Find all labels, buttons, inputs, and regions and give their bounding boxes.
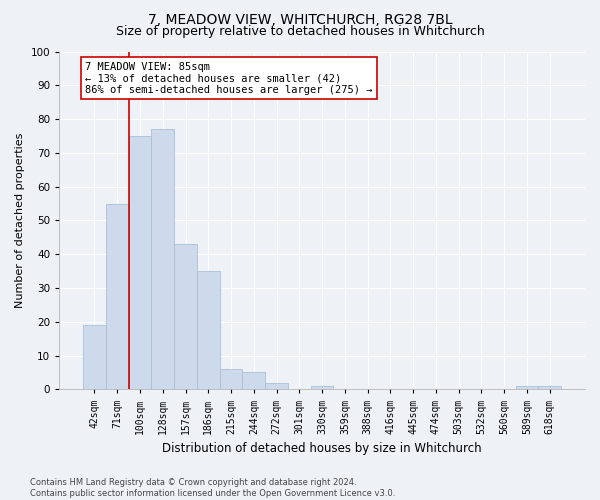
Text: 7, MEADOW VIEW, WHITCHURCH, RG28 7BL: 7, MEADOW VIEW, WHITCHURCH, RG28 7BL [148, 12, 452, 26]
Bar [106, 204, 128, 390]
Y-axis label: Number of detached properties: Number of detached properties [15, 133, 25, 308]
Bar [515, 386, 538, 390]
Bar [220, 369, 242, 390]
Text: 7 MEADOW VIEW: 85sqm
← 13% of detached houses are smaller (42)
86% of semi-detac: 7 MEADOW VIEW: 85sqm ← 13% of detached h… [85, 62, 373, 95]
Bar [174, 244, 197, 390]
X-axis label: Distribution of detached houses by size in Whitchurch: Distribution of detached houses by size … [162, 442, 482, 455]
Text: Contains HM Land Registry data © Crown copyright and database right 2024.
Contai: Contains HM Land Registry data © Crown c… [30, 478, 395, 498]
Bar [83, 325, 106, 390]
Bar [151, 129, 174, 390]
Bar [311, 386, 334, 390]
Bar [242, 372, 265, 390]
Bar [128, 136, 151, 390]
Text: Size of property relative to detached houses in Whitchurch: Size of property relative to detached ho… [116, 25, 484, 38]
Bar [265, 382, 288, 390]
Bar [197, 271, 220, 390]
Bar [538, 386, 561, 390]
